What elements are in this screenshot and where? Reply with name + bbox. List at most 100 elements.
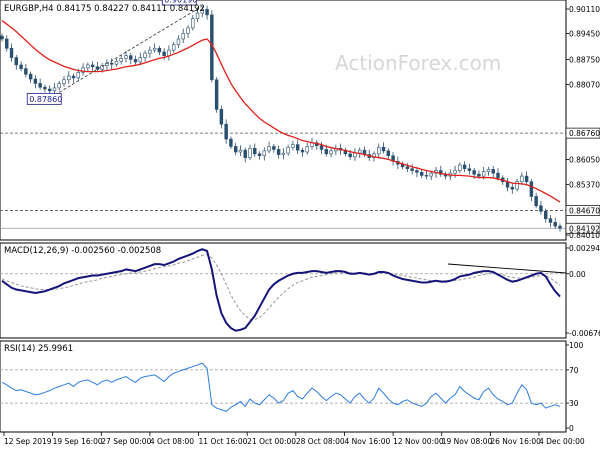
candle-body-39: [186, 27, 190, 34]
candle-body-114: [543, 210, 548, 219]
candle-body-47: [224, 123, 228, 140]
candle-body-4: [19, 64, 23, 69]
candle-body-16: [76, 72, 81, 79]
x-tick-label-8: 12 Nov 00:00: [393, 437, 444, 446]
x-tick-label-7: 4 Nov 16:00: [344, 437, 390, 446]
candle-body-60: [286, 146, 290, 154]
x-tick-label-1: 19 Sep 16:00: [53, 437, 103, 446]
candle-body-49: [233, 146, 238, 153]
candle-body-30: [143, 52, 147, 58]
rsi-panel: [0, 340, 567, 433]
candle-body-69: [329, 150, 333, 155]
candle-body-111: [529, 181, 534, 197]
candle-body-31: [148, 49, 152, 54]
candle-body-63: [300, 149, 305, 153]
candle-body-21: [100, 65, 104, 70]
price-levels: 0.86760 0.84670 0.84192: [0, 127, 600, 234]
macd-signal-line: [1, 253, 561, 320]
candle-body-104: [496, 172, 500, 179]
price-panel: [0, 0, 567, 241]
candle-body-55: [262, 150, 267, 157]
rsi-grid: [0, 369, 566, 404]
annotation-label-1: 0.87860: [29, 95, 62, 104]
candle-body-74: [353, 152, 357, 158]
candle-body-73: [348, 153, 352, 158]
candle-body-89: [424, 175, 429, 177]
level-tag-0: [565, 127, 600, 139]
candle-body-37: [176, 38, 181, 45]
candle-body-40: [191, 18, 195, 29]
candle-body-7: [33, 78, 38, 84]
candle-body-103: [491, 169, 495, 174]
candle-body-17: [81, 67, 85, 73]
candle-body-92: [439, 170, 443, 175]
x-tick-label-3: 4 Oct 08:00: [150, 437, 194, 446]
candle-body-110: [524, 175, 529, 182]
candle-body-102: [486, 169, 491, 172]
price-y-tick-5: 0.85370: [569, 181, 600, 190]
candle-body-41: [195, 12, 200, 19]
candle-body-0: [0, 35, 4, 40]
price-y-tick-3: 0.88070: [569, 81, 600, 90]
macd-y-tick-1: 0.00: [569, 270, 586, 279]
candle-body-12: [57, 83, 61, 89]
candle-body-54: [257, 153, 262, 157]
x-tick-label-5: 21 Oct 00:00: [247, 437, 296, 446]
candle-body-36: [171, 44, 176, 51]
level-label-0: 0.86760: [569, 129, 600, 138]
candle-body-29: [138, 57, 143, 63]
candle-body-75: [357, 149, 362, 154]
candle-body-1: [5, 38, 9, 49]
rsi-line: [1, 362, 561, 412]
candle-body-61: [291, 144, 295, 148]
candle-body-46: [219, 109, 224, 125]
candle-body-112: [534, 196, 538, 207]
price-moving-average: [1, 19, 561, 203]
candle-body-52: [248, 148, 252, 158]
candle-body-97: [462, 164, 467, 169]
candle-body-13: [62, 79, 66, 84]
price-y-axis: 0.90110 0.89450 0.88750 0.88070 0.86050 0.853…: [566, 5, 600, 240]
candle-body-59: [281, 152, 286, 155]
candle-body-101: [481, 171, 486, 177]
candle-body-3: [14, 57, 19, 66]
candle-body-15: [71, 75, 76, 79]
candle-body-6: [28, 73, 33, 80]
candle-body-2: [9, 47, 14, 58]
candle-body-9: [43, 86, 47, 90]
candle-body-68: [324, 149, 329, 155]
price-annotations: 0.90190 0.87860: [26, 0, 203, 105]
candle-body-85: [405, 166, 410, 169]
candle-body-86: [410, 168, 414, 171]
candle-body-96: [458, 164, 462, 171]
candle-body-23: [109, 62, 114, 65]
annotation-box-0: [161, 0, 197, 6]
candle-body-64: [305, 146, 309, 153]
candle-body-79: [377, 146, 381, 155]
candle-body-10: [47, 88, 52, 92]
candle-body-90: [429, 172, 433, 177]
rsi-y-tick-0: 100: [569, 341, 584, 350]
candle-body-113: [539, 205, 543, 212]
x-tick-label-11: 4 Dec 00:00: [539, 437, 585, 446]
macd-y-tick-0: 0.002942: [569, 244, 600, 253]
candle-body-78: [372, 153, 376, 158]
level-label-2: 0.84192: [569, 224, 600, 233]
candle-body-81: [386, 150, 391, 157]
candle-body-24: [114, 60, 119, 65]
candle-body-116: [553, 222, 557, 227]
candle-body-50: [238, 149, 243, 153]
candle-body-14: [67, 75, 71, 81]
price-y-tick-1: 0.89450: [569, 29, 600, 38]
candle-body-27: [129, 55, 133, 60]
annotation-connector: [59, 5, 203, 93]
candle-body-95: [453, 170, 457, 174]
candle-body-26: [124, 55, 128, 59]
candle-body-33: [157, 47, 162, 53]
price-watermark: ActionForex.com: [335, 51, 501, 75]
candle-body-32: [152, 47, 157, 51]
price-y-tick-6: 0.84010: [569, 231, 600, 240]
candle-body-107: [510, 186, 515, 190]
rsi-header: RSI(14) 25.9961: [4, 344, 73, 354]
